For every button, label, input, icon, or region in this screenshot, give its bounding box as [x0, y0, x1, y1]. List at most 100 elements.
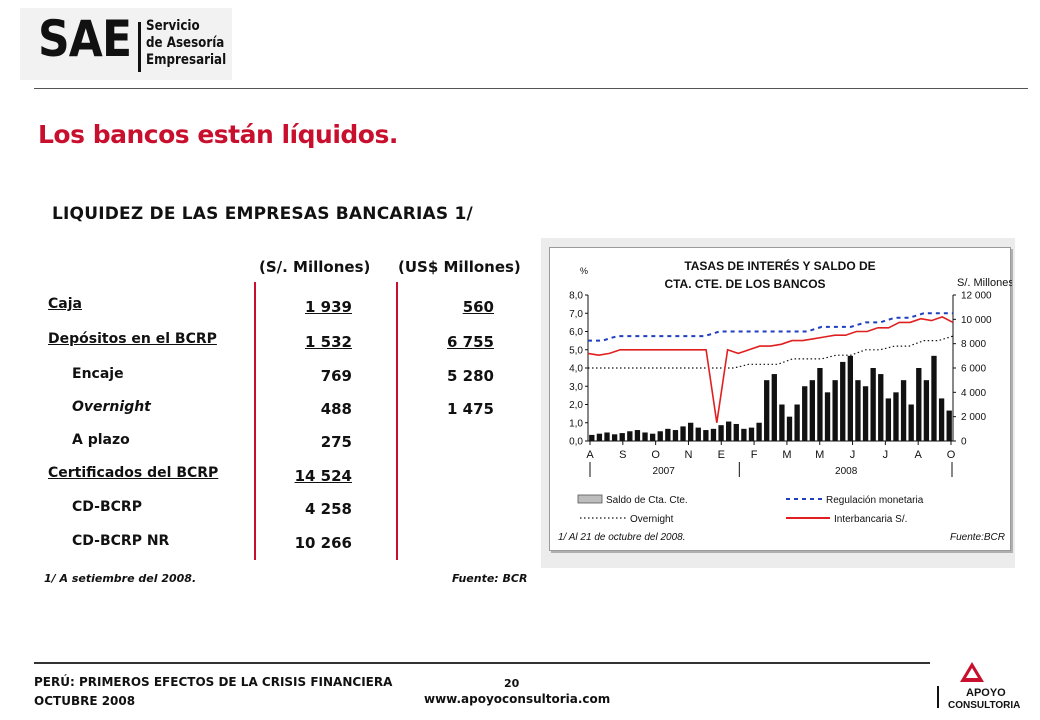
footer-url[interactable]: www.apoyoconsultoria.com — [424, 692, 611, 706]
chart-title-line-1: TASAS DE INTERÉS Y SALDO DE — [684, 258, 875, 273]
balance-bar — [710, 428, 717, 441]
value-soles-cd-bcrp-nr: 10 266 — [294, 534, 352, 552]
balance-bar — [931, 355, 937, 441]
balance-bar — [794, 404, 800, 441]
page-number: 20 — [504, 677, 520, 690]
balance-bar — [786, 416, 793, 441]
chart-title-line-2: CTA. CTE. DE LOS BANCOS — [664, 277, 825, 291]
balance-bar — [642, 432, 648, 441]
rate-lines — [587, 312, 954, 423]
page-title: Los bancos están líquidos. — [38, 120, 398, 149]
logo-line-1: Servicio — [146, 18, 200, 34]
balance-bar — [893, 392, 899, 441]
left-tick-label: 2,0 — [569, 400, 583, 411]
footer-divider — [34, 662, 930, 664]
row-label-cd-bcrp-nr: CD-BCRP NR — [72, 533, 170, 549]
legend-swatch-saldo — [577, 494, 603, 504]
apoyo-brand-line-1: APOYO — [966, 687, 1006, 699]
balance-bar — [870, 368, 876, 441]
year-label-2008: 2008 — [835, 466, 858, 477]
regulacion-monetaria-line — [588, 312, 953, 342]
legend-label-saldo: Saldo de Cta. Cte. — [606, 495, 688, 506]
sae-logo: SAE Servicio de Asesoría Empresarial — [20, 8, 232, 80]
logo-text: Servicio de Asesoría Empresarial — [146, 18, 226, 69]
balance-bar — [900, 380, 907, 441]
month-label: O — [651, 449, 660, 461]
balance-bar — [665, 428, 671, 441]
balance-bar — [916, 368, 922, 441]
balance-bar — [726, 421, 732, 441]
balance-bar — [657, 431, 663, 441]
month-label: A — [915, 449, 923, 461]
balance-bar — [695, 427, 701, 441]
right-tick-label: 10 000 — [961, 315, 992, 326]
balance-bar — [862, 386, 869, 441]
left-axis-unit: % — [580, 266, 588, 276]
right-tick-label: 0 — [961, 437, 967, 448]
balance-bar — [802, 386, 808, 441]
value-soles-certificados: 14 524 — [294, 467, 352, 485]
balance-bar — [649, 433, 656, 441]
footer-text: PERÚ: PRIMEROS EFECTOS DE LA CRISIS FINA… — [34, 673, 392, 711]
balance-bars — [589, 355, 952, 441]
balance-bar — [733, 423, 739, 441]
balance-bar — [672, 430, 679, 441]
month-label: F — [751, 449, 758, 461]
value-soles-overnight: 488 — [320, 400, 352, 418]
month-labels: A S O N E F M M J J A O 2007 2008 — [586, 441, 956, 477]
left-tick-label: 6,0 — [569, 327, 583, 338]
left-tick-label: 0,0 — [569, 437, 583, 448]
left-tick-label: 4,0 — [569, 364, 583, 375]
right-tick-label: 8 000 — [961, 339, 986, 350]
balance-bar — [703, 430, 709, 441]
footer-title: PERÚ: PRIMEROS EFECTOS DE LA CRISIS FINA… — [34, 675, 393, 689]
balance-bar — [817, 368, 823, 441]
logo-line-2: de Asesoría — [146, 35, 225, 51]
row-label-cd-bcrp: CD-BCRP — [72, 499, 142, 515]
left-tick-label: 1,0 — [569, 418, 583, 429]
left-tick-label: 5,0 — [569, 345, 583, 356]
row-label-encaje: Encaje — [72, 366, 124, 382]
right-axis-unit: S/. Millones — [957, 277, 1012, 289]
balance-bar — [741, 428, 747, 441]
legend-label-interbancaria: Interbancaria S/. — [834, 514, 907, 525]
balance-bar — [611, 434, 618, 441]
overnight-line — [588, 335, 954, 369]
value-usd-encaje: 5 280 — [447, 367, 494, 385]
column-separator-right — [396, 282, 398, 560]
balance-bar — [809, 380, 815, 441]
header-divider — [34, 88, 1028, 89]
month-label: J — [883, 449, 889, 461]
chart-axes: 8,0 7,0 6,0 5,0 4,0 3,0 2,0 1,0 0,0 12 000 10 000 8… — [569, 291, 992, 448]
value-usd-caja: 560 — [462, 298, 494, 316]
legend-label-overnight: Overnight — [630, 514, 674, 525]
value-soles-depositos: 1 532 — [305, 333, 352, 351]
column-separator-left — [254, 282, 256, 560]
interest-rate-chart: TASAS DE INTERÉS Y SALDO DE CTA. CTE. DE… — [558, 258, 1014, 543]
left-tick-label: 7,0 — [569, 309, 583, 320]
balance-bar — [946, 410, 952, 441]
logo-mark: SAE — [38, 10, 132, 68]
balance-bar — [634, 430, 641, 441]
balance-bar — [885, 398, 892, 441]
balance-bar — [855, 380, 861, 441]
row-label-depositos: Depósitos en el BCRP — [48, 331, 217, 347]
balance-bar — [824, 392, 831, 441]
balance-bar — [832, 380, 838, 441]
left-tick-label: 8,0 — [569, 291, 583, 302]
apoyo-brand-line-2: CONSULTORIA — [948, 700, 1020, 711]
balance-bar — [840, 361, 846, 441]
chart-footnote: 1/ Al 21 de octubre del 2008. — [558, 532, 686, 543]
balance-bar — [764, 380, 770, 441]
month-label: S — [619, 449, 626, 461]
balance-bar — [756, 422, 762, 441]
table-footnote: 1/ A setiembre del 2008. — [44, 572, 197, 585]
month-label: J — [850, 449, 856, 461]
legend-label-regulacion: Regulación monetaria — [826, 495, 924, 506]
balance-bar — [908, 404, 914, 441]
value-usd-overnight: 1 475 — [447, 400, 494, 418]
table-source: Fuente: BCR — [452, 572, 528, 585]
value-usd-depositos: 6 755 — [447, 333, 494, 351]
balance-bar — [627, 431, 633, 441]
right-tick-label: 6 000 — [961, 364, 986, 375]
